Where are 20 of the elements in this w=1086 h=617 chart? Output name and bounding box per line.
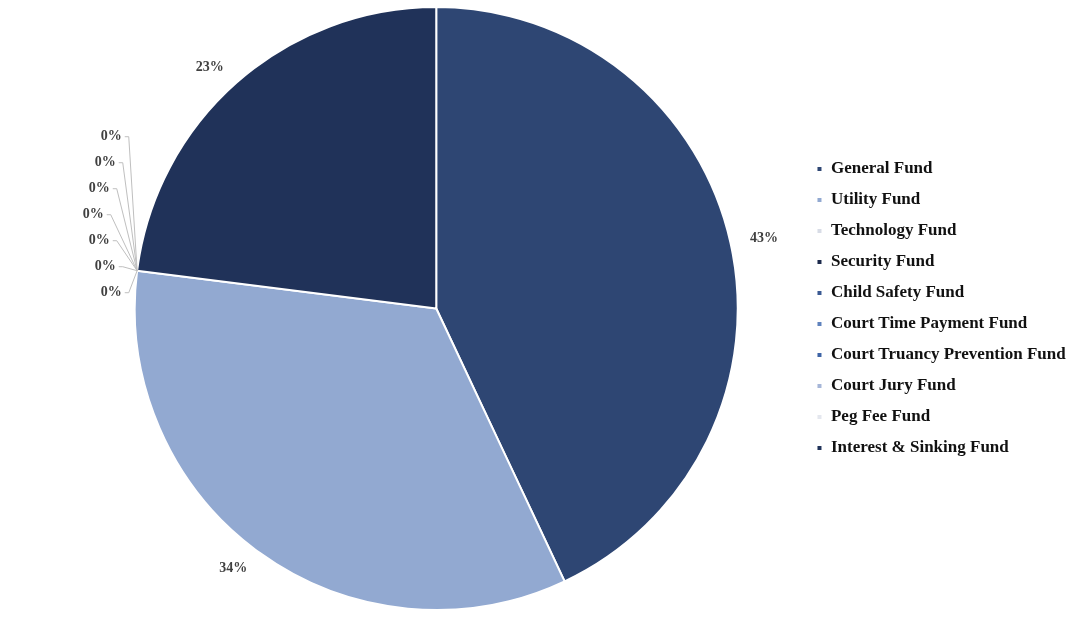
legend-label: Court Truancy Prevention Fund <box>830 344 1067 364</box>
legend-label: General Fund <box>830 158 934 178</box>
legend-label: Court Jury Fund <box>830 375 957 395</box>
legend-label: Technology Fund <box>830 220 958 240</box>
legend-label: Security Fund <box>830 251 935 271</box>
text: 0% <box>82 206 104 222</box>
data-label: 43% <box>750 229 778 245</box>
data-label: 23% <box>195 58 224 74</box>
text: 0% <box>94 258 116 274</box>
text: 0% <box>100 284 122 300</box>
legend-label: Court Time Payment Fund <box>830 313 1028 333</box>
text: 0% <box>100 128 122 144</box>
text: 0% <box>94 154 116 170</box>
text: 0% <box>88 180 110 196</box>
legend-label: Child Safety Fund <box>830 282 965 302</box>
text: 0% <box>88 232 110 248</box>
legend-label: Interest & Sinking Fund <box>830 437 1010 457</box>
legend-label: Utility Fund <box>830 189 921 209</box>
legend-label: Peg Fee Fund <box>830 406 931 426</box>
data-label: 34% <box>219 560 248 576</box>
